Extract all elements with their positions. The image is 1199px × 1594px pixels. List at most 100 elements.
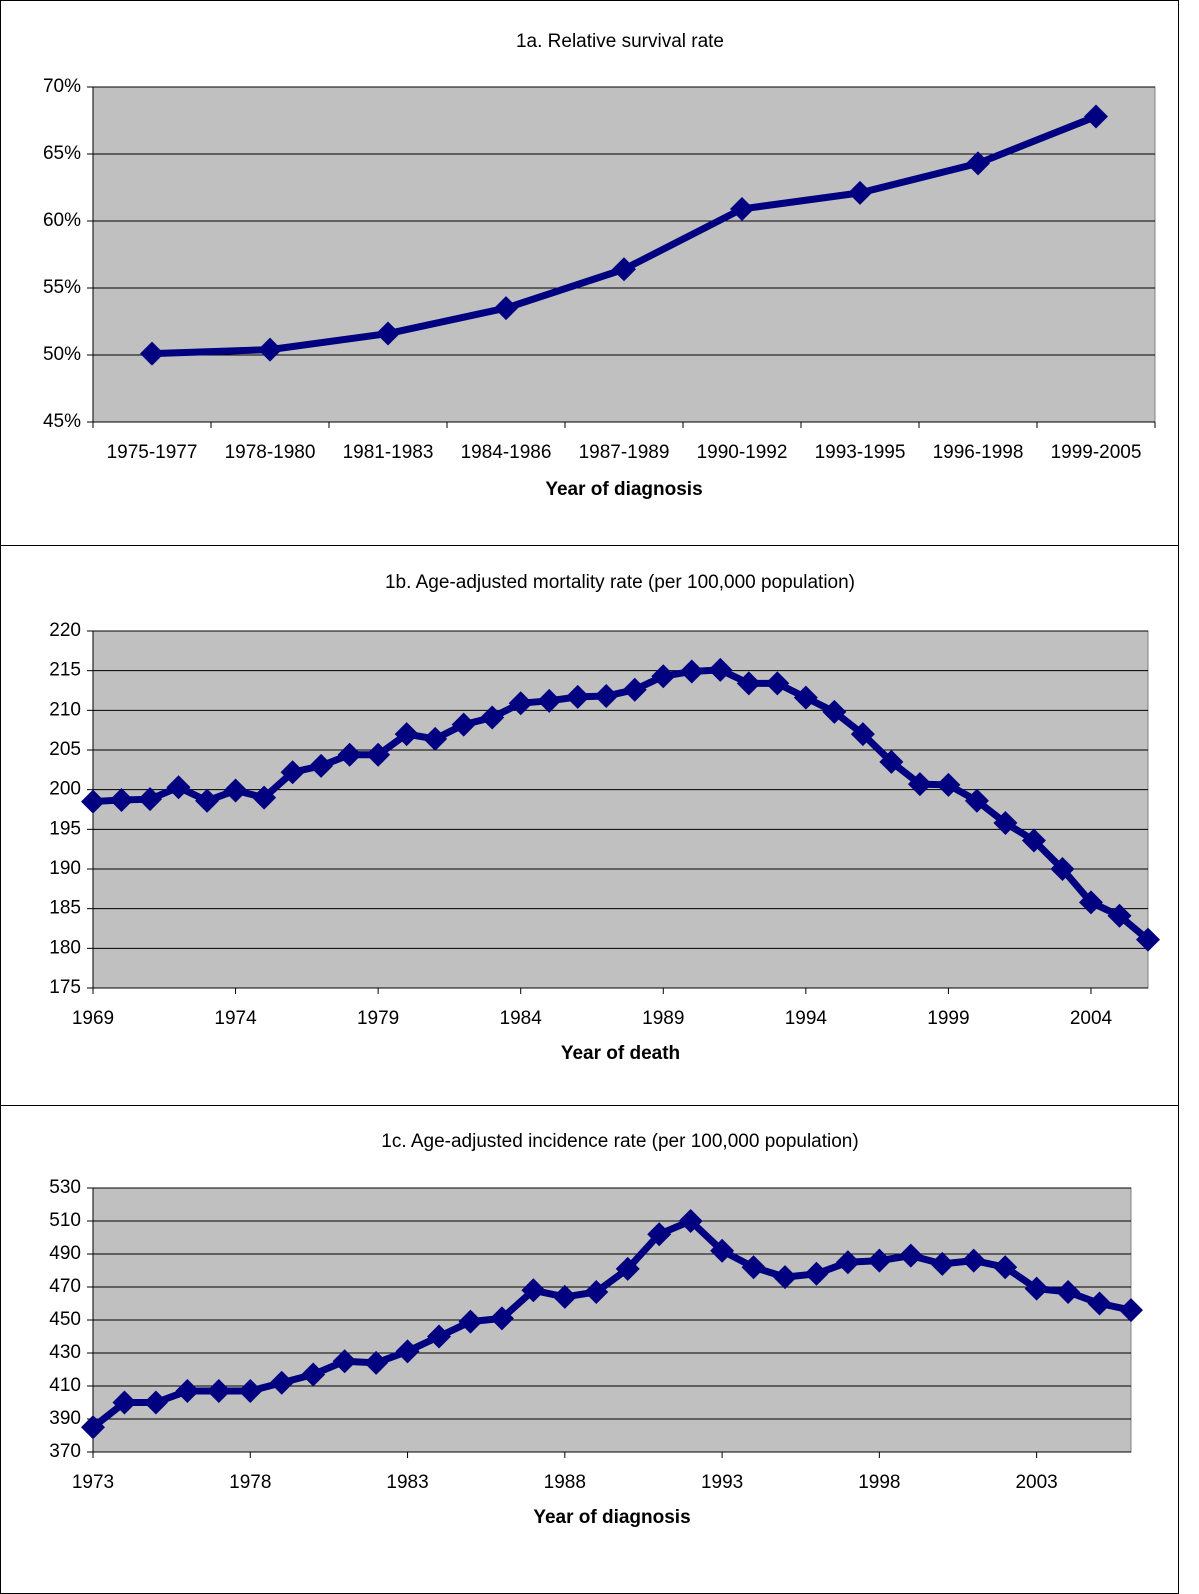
- x-tick-label: 1990-1992: [697, 442, 788, 463]
- marker: [1024, 1276, 1049, 1301]
- x-tick-label: 1984: [500, 1008, 543, 1029]
- x-axis-label: Year of diagnosis: [545, 479, 702, 500]
- x-tick-label: 1973: [72, 1472, 114, 1493]
- y-tick-label: 210: [49, 699, 81, 720]
- y-tick-label: 450: [49, 1309, 81, 1330]
- y-tick-label: 390: [49, 1408, 81, 1429]
- x-tick-label: 1981-1983: [343, 442, 434, 463]
- marker: [879, 749, 904, 774]
- x-tick-label: 1984-1986: [461, 442, 552, 463]
- marker: [489, 1306, 514, 1331]
- y-tick-label: 530: [49, 1177, 81, 1198]
- x-tick-label: 1999-2005: [1051, 442, 1142, 463]
- marker: [395, 1339, 420, 1364]
- x-tick-label: 1983: [386, 1472, 428, 1493]
- marker: [1050, 857, 1075, 881]
- marker: [993, 1255, 1018, 1280]
- y-tick-label: 180: [49, 937, 81, 958]
- y-tick-label: 60%: [43, 210, 81, 231]
- marker: [494, 296, 518, 321]
- y-tick-label: 195: [49, 818, 81, 839]
- x-tick-label: 2004: [1070, 1008, 1113, 1029]
- marker: [258, 337, 282, 362]
- x-tick-label: 1969: [72, 1008, 114, 1029]
- marker: [1087, 1291, 1112, 1316]
- marker: [521, 1278, 546, 1303]
- marker: [112, 1390, 137, 1415]
- marker: [252, 785, 277, 810]
- y-tick-label: 65%: [43, 143, 81, 164]
- marker: [647, 1222, 672, 1247]
- marker: [423, 726, 448, 751]
- marker: [730, 196, 754, 221]
- y-tick-label: 220: [49, 620, 81, 641]
- marker: [907, 772, 932, 797]
- marker: [143, 1390, 168, 1415]
- marker: [552, 1284, 577, 1309]
- y-tick-label: 70%: [43, 76, 81, 97]
- marker: [140, 341, 164, 366]
- marker: [166, 775, 191, 800]
- x-tick-label: 1996-1998: [933, 442, 1024, 463]
- x-tick-label: 1993: [701, 1472, 743, 1493]
- x-axis-label: Year of diagnosis: [533, 1507, 690, 1528]
- y-tick-label: 200: [49, 779, 81, 800]
- marker: [594, 684, 619, 709]
- marker: [822, 699, 847, 724]
- x-tick-label: 1979: [357, 1008, 399, 1029]
- y-tick-label: 510: [49, 1210, 81, 1231]
- y-tick-label: 190: [49, 858, 81, 879]
- marker: [678, 1209, 703, 1233]
- marker: [565, 684, 590, 709]
- marker: [622, 677, 647, 702]
- marker: [394, 722, 419, 747]
- y-tick-label: 175: [49, 977, 81, 998]
- x-tick-label: 1989: [642, 1008, 684, 1029]
- x-tick-label: 1974: [214, 1008, 257, 1029]
- marker: [936, 772, 961, 797]
- marker: [223, 778, 248, 803]
- marker: [269, 1370, 294, 1395]
- y-tick-label: 205: [49, 739, 81, 760]
- marker: [332, 1349, 357, 1374]
- x-tick-label: 1998: [858, 1472, 900, 1493]
- marker: [337, 742, 362, 767]
- x-tick-label: 1999: [927, 1008, 969, 1029]
- marker: [679, 659, 704, 684]
- y-tick-label: 470: [49, 1276, 81, 1297]
- marker: [1021, 828, 1046, 853]
- marker: [966, 151, 990, 176]
- marker: [238, 1378, 263, 1403]
- marker: [280, 760, 305, 785]
- x-tick-label: 1993-1995: [815, 442, 906, 463]
- marker: [835, 1250, 860, 1275]
- marker: [930, 1251, 955, 1276]
- marker: [961, 1248, 986, 1273]
- marker: [537, 688, 562, 713]
- marker: [309, 753, 334, 778]
- marker: [508, 691, 533, 716]
- x-tick-label: 1978-1980: [225, 442, 316, 463]
- marker: [109, 787, 134, 812]
- marker: [175, 1378, 200, 1403]
- marker: [773, 1265, 797, 1290]
- marker: [206, 1378, 231, 1403]
- marker: [793, 685, 818, 710]
- y-tick-label: 370: [49, 1441, 81, 1462]
- chart-title: 1a. Relative survival rate: [516, 31, 724, 52]
- x-axis-label: Year of death: [561, 1043, 680, 1064]
- y-tick-label: 410: [49, 1375, 81, 1396]
- x-tick-label: 2003: [1015, 1472, 1057, 1493]
- marker: [584, 1279, 609, 1304]
- marker: [366, 742, 391, 767]
- marker: [451, 712, 476, 737]
- x-tick-label: 1975-1977: [107, 442, 198, 463]
- x-tick-label: 1978: [229, 1472, 271, 1493]
- marker: [993, 810, 1018, 835]
- x-tick-label: 1987-1989: [579, 442, 670, 463]
- marker: [1078, 890, 1103, 915]
- marker: [615, 1256, 640, 1281]
- y-tick-label: 430: [49, 1342, 81, 1363]
- marker: [741, 1255, 766, 1280]
- marker: [850, 722, 875, 747]
